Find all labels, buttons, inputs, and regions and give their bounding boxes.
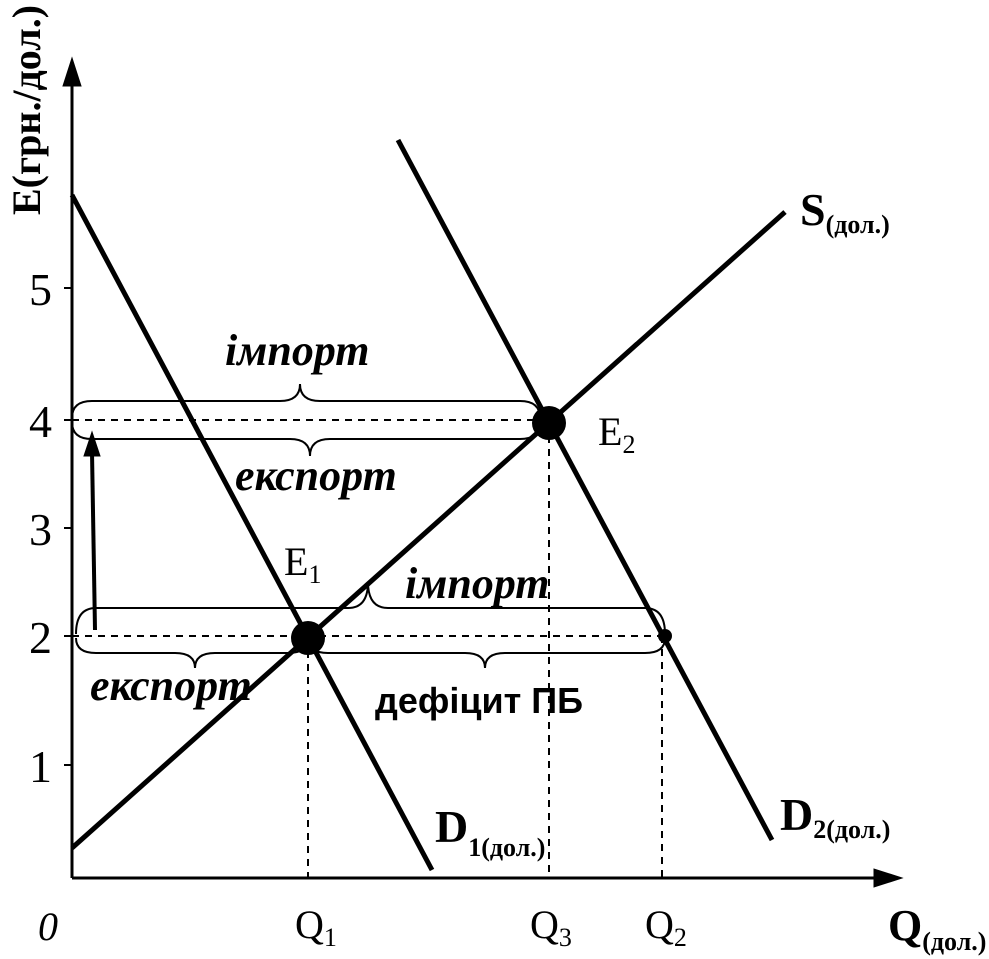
tick-marks	[64, 287, 72, 766]
demand-1	[69, 193, 435, 872]
y-tick-labels: 5 4 3 2 1	[29, 264, 52, 792]
origin-label: 0	[38, 904, 58, 949]
x-axis-label-main: Q	[888, 901, 922, 950]
x-tick-label: Q1	[295, 902, 337, 952]
y-tick-label: 3	[29, 504, 52, 555]
brace	[75, 581, 666, 635]
annotation: імпорт	[225, 326, 369, 375]
point-e1	[291, 621, 325, 655]
annotation: імпорт	[405, 559, 549, 608]
curve-label: D1(дол.)	[435, 801, 545, 862]
curve-label: D2(дол.)	[780, 789, 890, 844]
supply	[70, 210, 787, 850]
axes	[62, 56, 904, 888]
x-axis-label-sub: (дол.)	[922, 927, 986, 956]
curve-main: D	[780, 789, 813, 840]
curve-main: S	[800, 184, 826, 235]
x-tick-main: Q	[295, 902, 324, 947]
annotation: дефіцит ПБ	[375, 680, 583, 721]
point-label: E1	[284, 539, 321, 589]
point-q2	[658, 629, 672, 643]
y-arrow	[62, 56, 82, 87]
x-tick-sub: 2	[674, 923, 687, 952]
curve-sub: (дол.)	[826, 210, 890, 239]
brace	[307, 637, 666, 669]
braces	[71, 383, 666, 669]
point-main: E	[598, 409, 622, 454]
curve-label: S(дол.)	[800, 184, 890, 239]
shift-arrow-head	[83, 430, 101, 457]
curve-main: D	[435, 801, 468, 852]
point-label: E2	[598, 409, 635, 459]
x-tick-sub: 3	[559, 923, 572, 952]
x-arrow	[873, 868, 904, 888]
shift-arrow	[90, 451, 97, 631]
y-tick-label: 2	[29, 612, 52, 663]
y-axis-label: E(грн./дол.)	[4, 5, 49, 215]
brace	[75, 637, 309, 669]
y-tick-label: 1	[29, 741, 52, 792]
y-tick-label: 5	[29, 264, 52, 315]
x-tick-sub: 1	[324, 923, 337, 952]
point-main: E	[284, 539, 308, 584]
x-tick-main: Q	[530, 902, 559, 947]
y-tick-label: 4	[29, 396, 52, 447]
annotation: експорт	[235, 451, 397, 500]
brace	[71, 383, 541, 419]
brace	[71, 421, 541, 457]
curve-sub: 2(дол.)	[813, 815, 890, 844]
x-axis-label: Q(дол.)	[888, 901, 986, 956]
demand-2	[395, 138, 775, 842]
x-tick-main: Q	[645, 902, 674, 947]
x-tick-label: Q3	[530, 902, 572, 952]
x-tick-label: Q2	[645, 902, 687, 952]
point-e2	[532, 406, 566, 440]
guides	[72, 419, 665, 878]
curve-sub: 1(дол.)	[468, 833, 545, 862]
point-sub: 1	[308, 560, 321, 589]
point-sub: 2	[622, 430, 635, 459]
annotation: експорт	[90, 661, 252, 710]
